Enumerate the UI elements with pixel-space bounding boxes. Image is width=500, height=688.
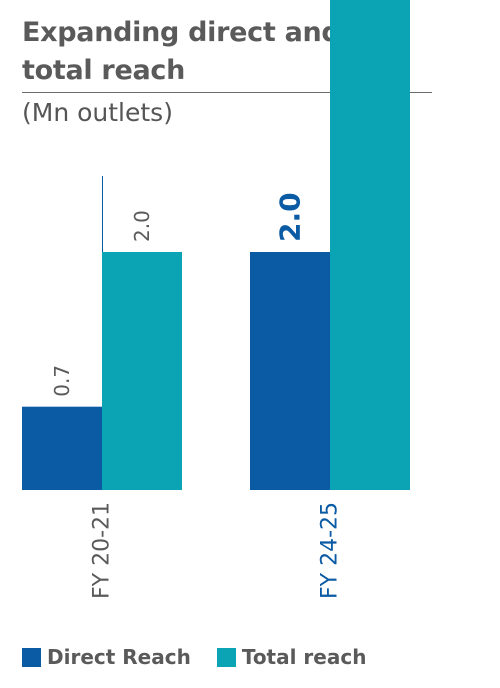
bar-chart: 0.72.0FY 20-212.04.4FY 24-25 <box>22 0 410 599</box>
legend-swatch-direct-reach <box>22 647 41 667</box>
bar-direct-reach-fy-24-25 <box>250 252 330 490</box>
legend-item-direct-reach: Direct Reach <box>22 645 191 669</box>
chart-title: Expanding direct and total reach <box>22 14 422 90</box>
category-label-fy-24-25: FY 24-25 <box>318 502 343 599</box>
bar-total-reach-fy-20-21 <box>102 252 182 490</box>
value-label-total-reach-fy-20-21: 2.0 <box>130 210 154 242</box>
legend-label-total-reach: Total reach <box>241 645 367 669</box>
legend-item-total-reach: Total reach <box>216 645 367 669</box>
chart-title-line-1: Expanding direct and <box>22 17 341 48</box>
bar-total-reach-fy-24-25 <box>330 0 410 490</box>
chart-subtitle: (Mn outlets) <box>22 98 173 127</box>
legend-swatch-total-reach <box>216 647 236 667</box>
value-label-direct-reach-fy-20-21: 0.7 <box>50 365 74 397</box>
chart-title-line-2: total reach <box>22 55 186 86</box>
legend: Direct Reach Total reach <box>22 644 392 670</box>
category-label-fy-20-21: FY 20-21 <box>90 502 115 599</box>
bar-direct-reach-fy-20-21 <box>22 406 102 490</box>
legend-label-direct-reach: Direct Reach <box>47 645 191 669</box>
value-label-direct-reach-fy-24-25: 2.0 <box>274 192 307 242</box>
title-divider <box>22 92 432 93</box>
